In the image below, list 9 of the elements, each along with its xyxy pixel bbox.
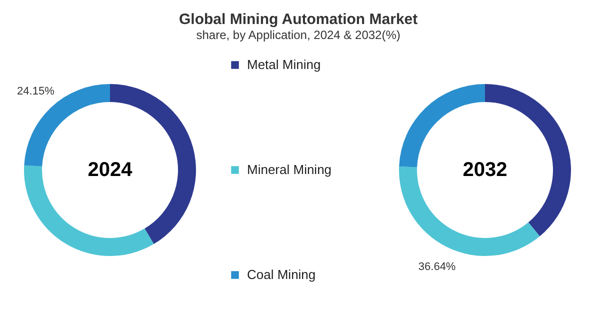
legend-label: Coal Mining <box>247 267 316 282</box>
data-label: 36.64% <box>418 260 456 273</box>
text: 2024 <box>88 159 134 181</box>
text: 2032 <box>462 159 508 181</box>
data-label: 24.15% <box>17 86 55 98</box>
legend-label: Metal Mining <box>247 57 321 72</box>
chart-subtitle: share, by Application, 2024 & 2032(%) <box>196 28 400 42</box>
legend-label: Mineral Mining <box>247 162 332 177</box>
chart-title: Global Mining Automation Market <box>179 11 418 28</box>
